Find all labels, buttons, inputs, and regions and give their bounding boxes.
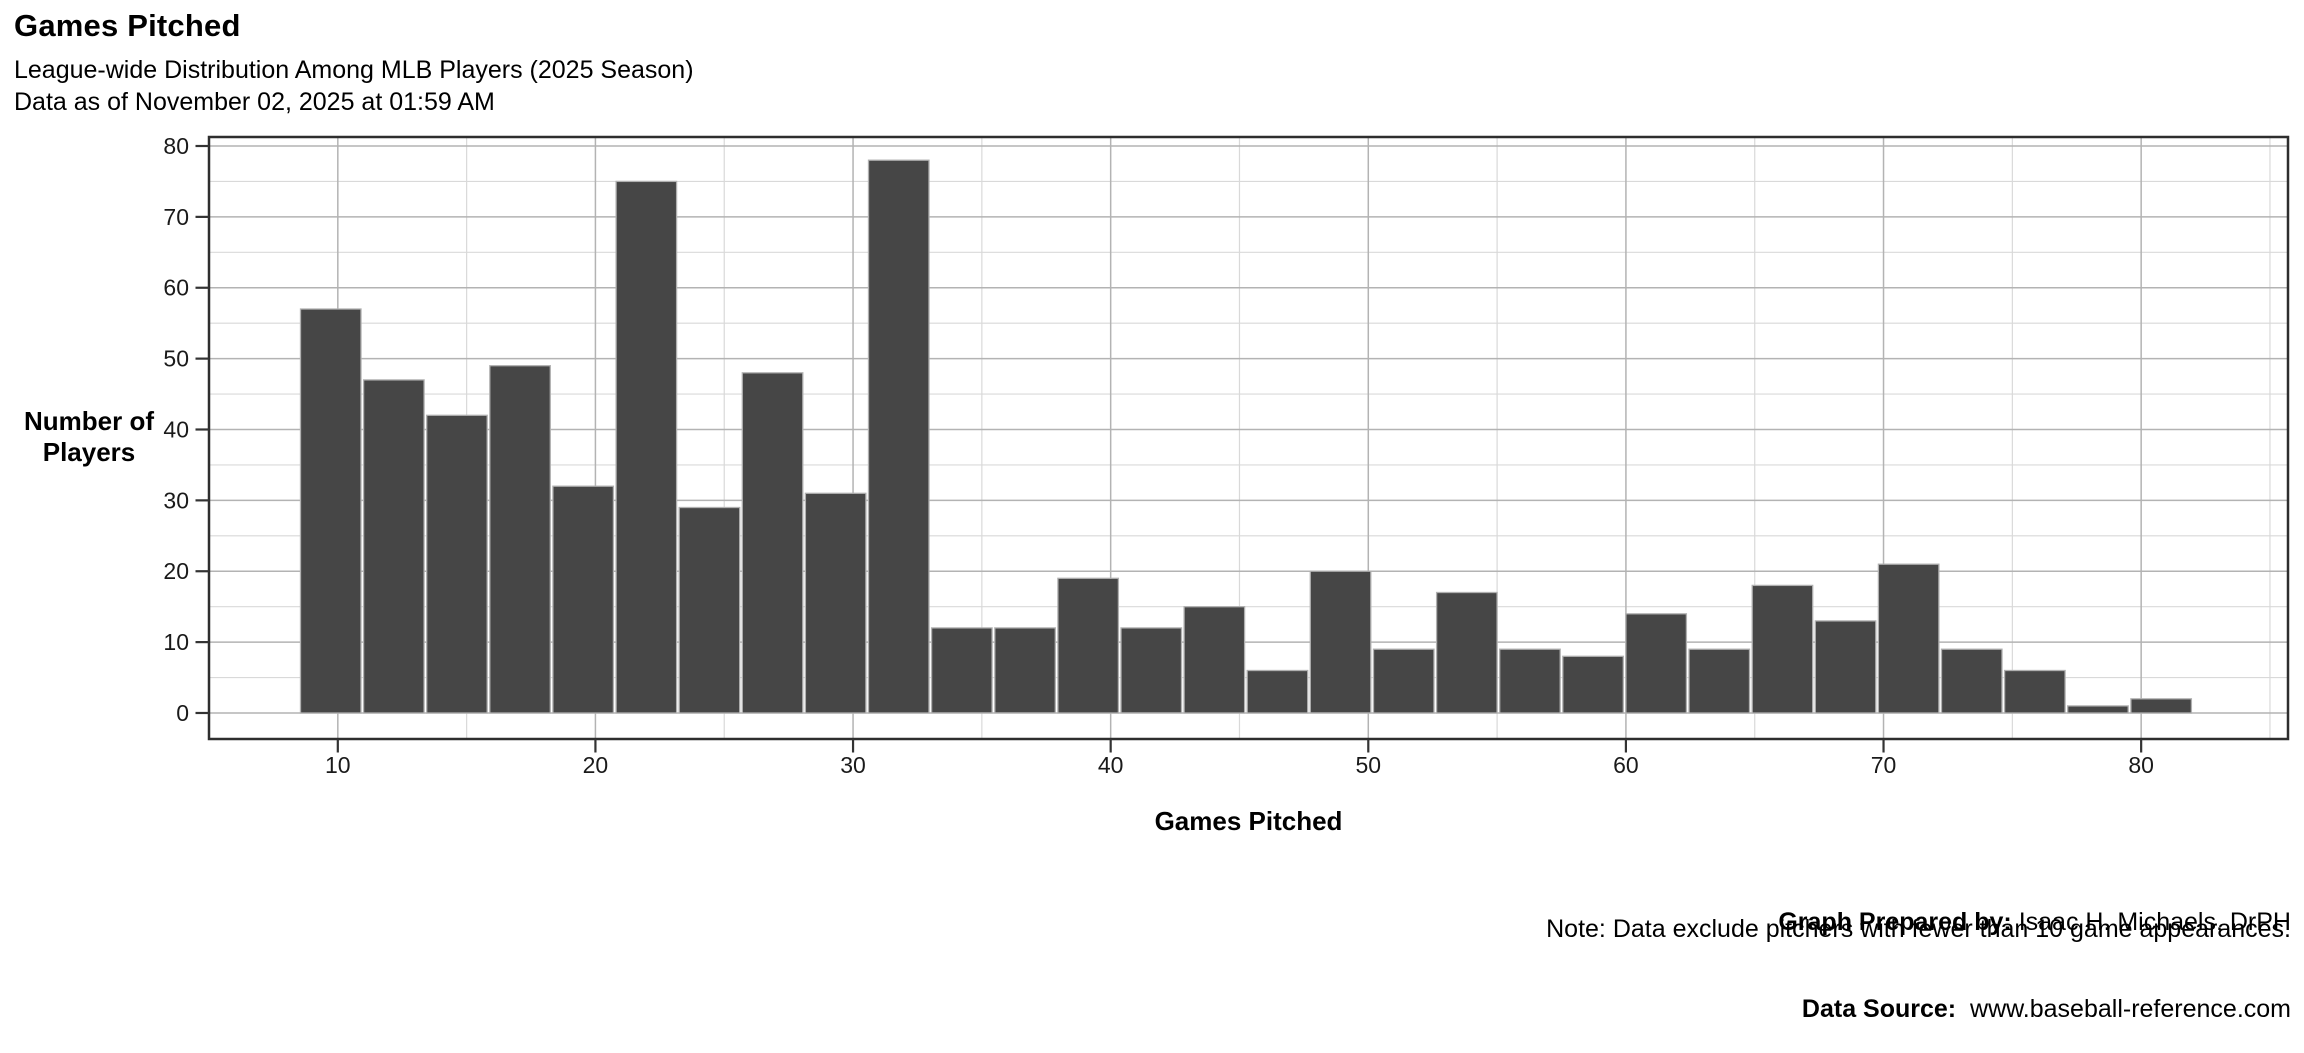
chart-subtitle: League-wide Distribution Among MLB Playe…: [14, 56, 694, 84]
x-tick-label: 30: [840, 752, 866, 778]
footer-credits: Graph Prepared by: Isaac H. Michaels, Dr…: [1778, 850, 2291, 1053]
histogram-bar: [299, 308, 362, 714]
histogram-bar: [1562, 655, 1624, 714]
y-axis-title: Number of Players: [6, 406, 172, 468]
histogram-bar: [867, 159, 930, 714]
histogram-bar: [2003, 669, 2066, 714]
y-tick-label: 40: [163, 416, 189, 442]
y-tick-label: 70: [163, 204, 189, 230]
histogram-bar: [1751, 584, 1814, 714]
x-tick-label: 50: [1355, 752, 1381, 778]
histogram-bar: [994, 627, 1056, 714]
y-tick-label: 0: [176, 700, 189, 726]
histogram-bar: [1499, 648, 1561, 714]
histogram-bar: [1183, 606, 1246, 714]
footer-data-source-label: Data Source:: [1801, 995, 1957, 1023]
histogram-bar: [1057, 577, 1120, 714]
x-axis-title: Games Pitched: [1154, 806, 1343, 836]
histogram-bar: [489, 365, 551, 714]
footer-data-source: Data Source: www.baseball-reference.com: [1778, 995, 2291, 1024]
x-tick-label: 60: [1613, 752, 1639, 778]
y-axis-title-line1: Number of: [24, 406, 154, 436]
histogram-bar: [2067, 705, 2129, 714]
page-title: Games Pitched: [14, 8, 241, 43]
y-tick-label: 80: [163, 133, 189, 159]
footer-note: Note: Data exclude pitchers with fewer t…: [1546, 915, 2291, 943]
x-tick-label: 70: [1871, 752, 1897, 778]
y-tick-label: 60: [163, 275, 189, 301]
histogram-bar: [930, 627, 993, 714]
histogram-bar: [1877, 563, 1940, 714]
histogram-bar: [1814, 620, 1877, 714]
histogram-bar: [741, 372, 804, 714]
x-tick-label: 10: [325, 752, 351, 778]
histogram-bar: [1246, 669, 1309, 714]
y-tick-label: 10: [163, 629, 189, 655]
histogram-bar: [2130, 698, 2193, 714]
page: { "header": { "title": "Games Pitched", …: [6, 8, 2291, 1023]
panel-border: [207, 135, 2290, 741]
histogram-bar: [426, 414, 488, 714]
y-tick-label: 50: [163, 346, 189, 372]
y-tick-label: 30: [163, 487, 189, 513]
histogram-bar: [1688, 648, 1751, 714]
y-tick-label: 20: [163, 558, 189, 584]
x-tick-label: 40: [1098, 752, 1124, 778]
histogram-bar: [1625, 613, 1688, 714]
footer-prepared-by-value: Isaac H. Michaels, DrPH: [2011, 908, 2291, 936]
x-tick-label: 20: [583, 752, 609, 778]
chart-date-line: Data as of November 02, 2025 at 01:59 AM: [14, 88, 495, 116]
histogram-bar: [552, 485, 615, 714]
footer-prepared-by: Graph Prepared by: Isaac H. Michaels, Dr…: [1778, 908, 2291, 937]
histogram-bar: [1309, 570, 1372, 714]
histogram-bar: [615, 180, 678, 714]
footer-data-source-value: www.baseball-reference.com: [1956, 995, 2291, 1023]
histogram-bar: [1372, 648, 1435, 714]
histogram-bar: [1120, 627, 1183, 714]
histogram-bar: [1940, 648, 2003, 714]
y-axis-title-line2: Players: [42, 437, 136, 467]
x-tick-label: 80: [2128, 752, 2154, 778]
histogram-bar: [804, 492, 867, 714]
histogram-svg: 10 20 30 40 50 60 70 80 0 10 20 30 40 50 60 70 80: [163, 133, 2290, 778]
histogram-bar: [1435, 591, 1498, 714]
histogram-bar: [678, 506, 741, 714]
footer-prepared-by-label: Graph Prepared by:: [1778, 908, 2012, 936]
histogram-bar: [362, 379, 425, 714]
